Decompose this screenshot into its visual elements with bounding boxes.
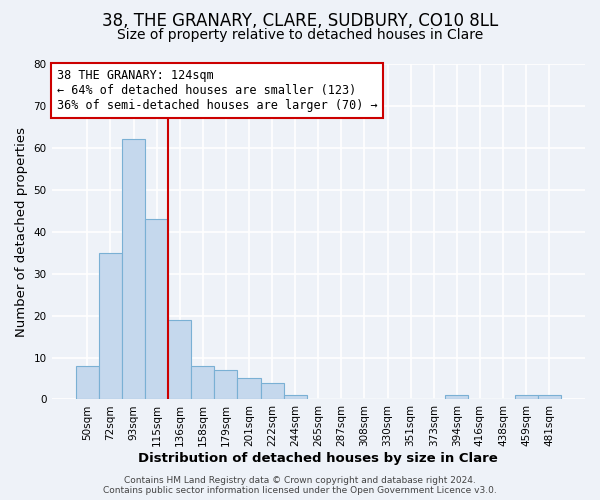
Bar (445, 396, 469, 400)
Bar (122, 140, 145, 400)
Y-axis label: Number of detached properties: Number of detached properties (15, 126, 28, 336)
Bar (76, 366, 99, 400)
Text: 38 THE GRANARY: 124sqm
← 64% of detached houses are smaller (123)
36% of semi-de: 38 THE GRANARY: 124sqm ← 64% of detached… (57, 69, 377, 112)
Bar (145, 219, 168, 400)
Bar (99, 252, 122, 400)
Bar (168, 320, 191, 400)
Bar (538, 396, 561, 400)
Bar (191, 366, 214, 400)
Text: Contains HM Land Registry data © Crown copyright and database right 2024.
Contai: Contains HM Land Registry data © Crown c… (103, 476, 497, 495)
Bar (515, 396, 538, 400)
Bar (238, 378, 260, 400)
Text: 38, THE GRANARY, CLARE, SUDBURY, CO10 8LL: 38, THE GRANARY, CLARE, SUDBURY, CO10 8L… (102, 12, 498, 30)
Bar (284, 396, 307, 400)
Bar (214, 370, 238, 400)
Bar (260, 382, 284, 400)
Text: Size of property relative to detached houses in Clare: Size of property relative to detached ho… (117, 28, 483, 42)
X-axis label: Distribution of detached houses by size in Clare: Distribution of detached houses by size … (139, 452, 498, 465)
